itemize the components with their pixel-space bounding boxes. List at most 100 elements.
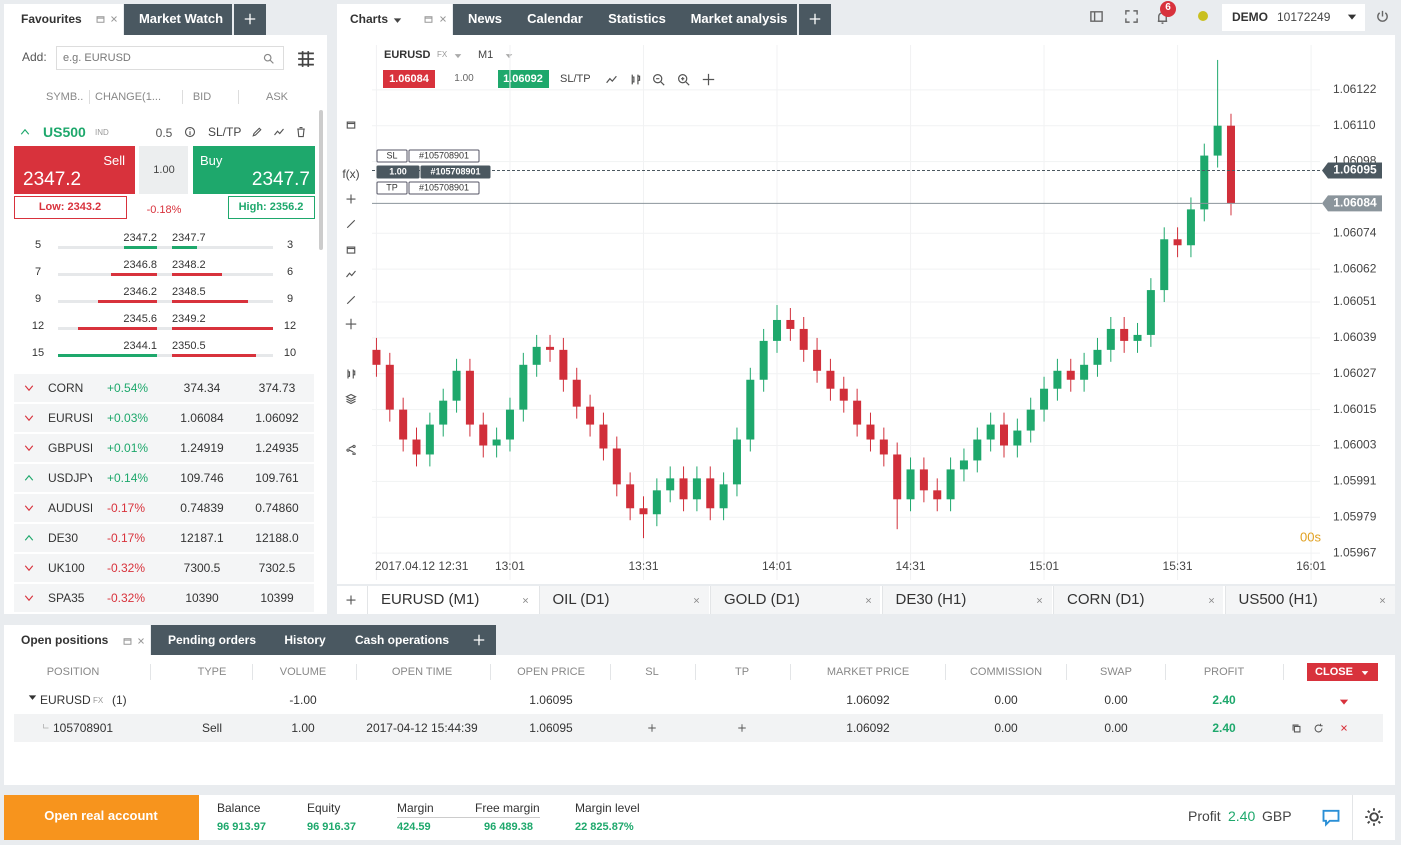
logout-icon[interactable] [1375, 9, 1390, 24]
close-position-icon[interactable] [1339, 723, 1349, 733]
column-header[interactable]: POSITION [46, 666, 100, 678]
chart-tab[interactable] [538, 586, 709, 614]
drawing-tool-icon[interactable] [345, 268, 357, 280]
instrument-row[interactable] [14, 524, 314, 552]
chart-tool-icon[interactable] [702, 73, 715, 86]
drawing-tool-icon[interactable] [345, 119, 357, 131]
volume-input-value[interactable]: 1.00 [153, 164, 175, 176]
layout-icon[interactable] [1089, 9, 1104, 24]
tab[interactable]: News [468, 11, 502, 26]
buy-label[interactable]: Buy [200, 153, 223, 168]
tab[interactable]: Pending orders [167, 633, 256, 647]
instrument-symbol[interactable]: UK100 [48, 561, 85, 575]
close-all-button[interactable] [1307, 663, 1378, 681]
direction-icon[interactable] [23, 532, 35, 544]
column-header[interactable]: SYMB.. [46, 91, 84, 103]
instrument-symbol[interactable]: DE30 [48, 531, 79, 545]
instrument-symbol[interactable]: EURUSD [48, 411, 92, 425]
volume-input[interactable] [139, 146, 188, 194]
sltp-button[interactable]: SL/TP [208, 125, 242, 139]
instrument-row[interactable] [14, 554, 314, 582]
instrument-symbol[interactable]: USDJPY [48, 471, 92, 485]
fullscreen-icon[interactable] [1124, 9, 1139, 24]
edit-icon[interactable] [251, 126, 263, 138]
column-header[interactable]: TP [734, 666, 750, 678]
direction-icon[interactable] [23, 472, 35, 484]
tab[interactable]: Statistics [608, 11, 666, 26]
tab[interactable]: Calendar [527, 11, 583, 26]
direction-icon[interactable] [23, 382, 35, 394]
tab[interactable] [124, 4, 232, 35]
drawing-tool-icon[interactable] [345, 443, 357, 455]
instrument-row[interactable] [14, 434, 314, 462]
chart-tab[interactable] [367, 586, 537, 614]
dropdown-icon[interactable] [1347, 12, 1357, 22]
add-icon[interactable] [808, 12, 822, 26]
group-symbol[interactable]: EURUSD [40, 693, 91, 707]
tab[interactable]: Charts [350, 12, 389, 26]
chart-symbol[interactable]: EURUSD [384, 49, 431, 61]
drawing-tool-icon[interactable] [345, 393, 357, 405]
tab[interactable]: Favourites [21, 12, 82, 26]
column-header[interactable]: SWAP [1100, 666, 1132, 678]
buy-button[interactable] [193, 146, 315, 194]
instrument-symbol[interactable]: GBPUSD [48, 441, 92, 455]
column-header[interactable]: COMMISSION [969, 666, 1043, 678]
search-input[interactable] [56, 46, 284, 70]
chart-tab-label[interactable]: US500 (H1) [1238, 591, 1318, 608]
close-chart-icon[interactable] [1378, 596, 1387, 605]
instrument-row[interactable] [14, 464, 314, 492]
column-header[interactable]: TYPE [197, 666, 227, 678]
direction-icon[interactable] [23, 502, 35, 514]
expand-icon[interactable] [19, 126, 31, 138]
add-chart-icon[interactable] [345, 594, 357, 606]
drawing-tool-icon[interactable] [345, 368, 357, 380]
tab[interactable]: Market analysis [690, 11, 788, 26]
buy-price[interactable]: 2347.7 [251, 169, 310, 190]
chart-tool-icon[interactable] [605, 73, 618, 86]
instrument-row[interactable] [14, 404, 314, 432]
chart-tab[interactable] [881, 586, 1052, 614]
duplicate-icon[interactable] [1291, 723, 1302, 734]
drawing-tool-icon[interactable] [345, 218, 357, 230]
tab-active[interactable] [337, 4, 452, 35]
scrollbar[interactable] [319, 110, 323, 250]
column-header[interactable]: CHANGE(1... [95, 91, 162, 103]
close-chart-icon[interactable] [1207, 596, 1216, 605]
symbol[interactable]: US500 [43, 124, 86, 140]
sell-button[interactable] [14, 146, 135, 194]
account-selector[interactable] [1222, 4, 1365, 31]
chart-icon[interactable] [273, 126, 285, 138]
column-header[interactable]: OPEN TIME [391, 666, 453, 678]
reverse-icon[interactable] [1313, 723, 1324, 734]
instrument-row[interactable] [14, 374, 314, 402]
direction-icon[interactable] [23, 562, 35, 574]
chart-tool-icon[interactable] [677, 73, 690, 86]
close-chart-icon[interactable] [521, 596, 530, 605]
add-icon[interactable] [472, 633, 486, 647]
column-header[interactable]: VOLUME [279, 666, 327, 678]
chart-tab-label[interactable]: EURUSD (M1) [381, 591, 480, 608]
chart-tab[interactable] [1053, 586, 1223, 614]
column-header[interactable]: ASK [265, 91, 288, 103]
sell-button[interactable] [383, 70, 435, 88]
dropdown-icon[interactable] [1361, 669, 1369, 677]
sell-price[interactable]: 1.06084 [389, 73, 429, 85]
chart-tab[interactable] [710, 586, 880, 614]
layout-icon[interactable] [297, 50, 315, 68]
add-icon[interactable] [243, 12, 257, 26]
chart-tool-icon[interactable] [652, 73, 665, 86]
chart-tab-label[interactable]: DE30 (H1) [895, 591, 967, 608]
tab[interactable]: Cash operations [354, 633, 450, 647]
close-icon[interactable] [109, 14, 119, 24]
drawing-tool-icon[interactable] [345, 193, 357, 205]
dropdown-icon[interactable] [393, 16, 402, 25]
chart-tab-label[interactable]: CORN (D1) [1067, 591, 1145, 608]
drawing-tool-icon[interactable] [345, 318, 357, 330]
instrument-symbol[interactable]: SPA35 [48, 591, 85, 605]
instrument-symbol[interactable]: AUDUSD [48, 501, 92, 515]
info-icon[interactable] [184, 126, 196, 138]
add-sl-icon[interactable] [647, 723, 657, 733]
delete-icon[interactable] [295, 126, 307, 138]
chart-tab[interactable] [1224, 586, 1395, 614]
